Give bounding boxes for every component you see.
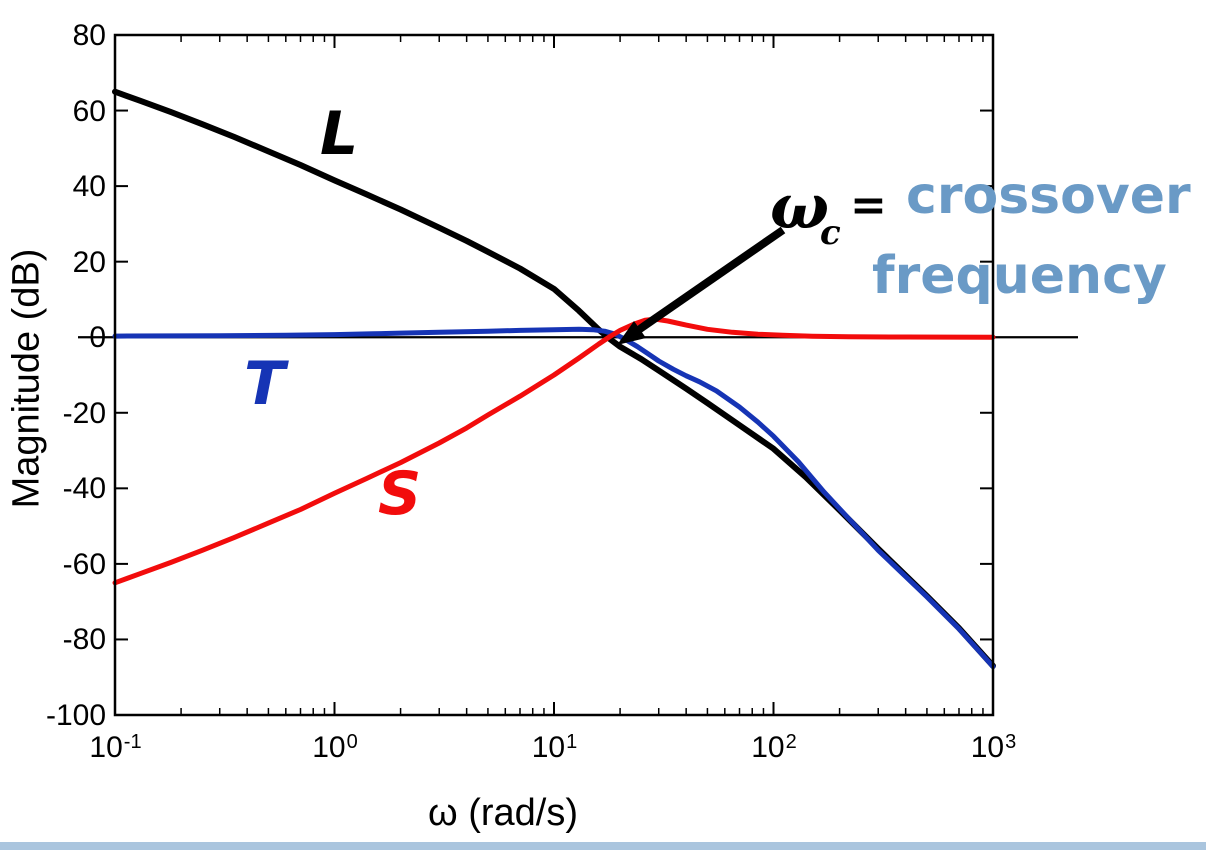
y-tick-label: -40 [62, 472, 106, 506]
x-axis-label: ω (rad/s) [427, 792, 578, 834]
y-tick-label: 0 [89, 321, 106, 355]
y-tick-label: -100 [45, 699, 106, 732]
y-tick-label: -80 [62, 623, 106, 657]
y-tick-label: 80 [72, 19, 106, 52]
y-tick-label: 40 [72, 170, 106, 204]
curve-label-L: L [320, 99, 359, 169]
annotation-frequency: frequency [872, 246, 1167, 306]
omega-subscript-c: c [820, 213, 841, 253]
y-tick-label: 20 [72, 245, 106, 279]
annotation-crossover: crossover [906, 166, 1191, 226]
equals-sign: = [850, 180, 887, 231]
y-tick-label: 60 [72, 94, 106, 128]
curve-label-T: T [244, 349, 285, 419]
x-tick-label: 103 [970, 731, 1017, 764]
y-tick-label: -20 [62, 396, 106, 430]
x-tick-label: 101 [531, 731, 578, 764]
x-tick-label: 100 [312, 731, 358, 764]
slide-footer-bar [0, 842, 1206, 850]
y-tick-label: -60 [62, 547, 106, 581]
x-tick-label: 102 [751, 731, 797, 764]
omega-symbol: ω [770, 170, 830, 243]
x-tick-label: 10-1 [89, 731, 142, 764]
curve-label-S: S [378, 459, 422, 529]
